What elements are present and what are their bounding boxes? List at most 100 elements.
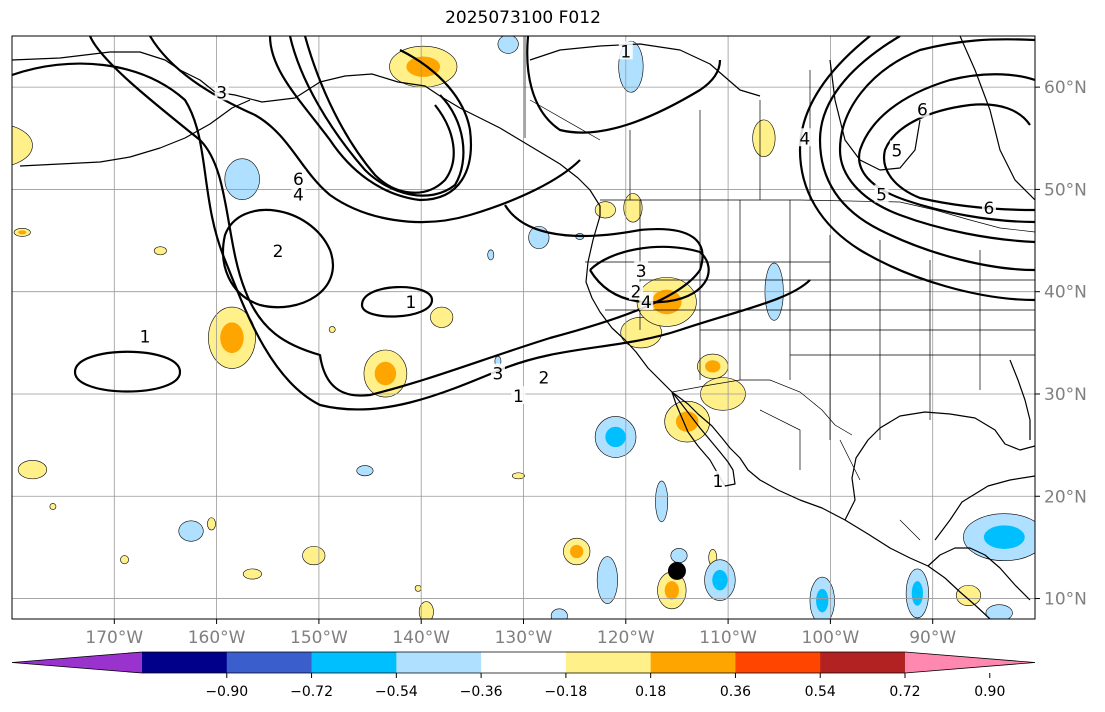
coastlines: [12, 36, 1035, 619]
positive-anomaly-core: [570, 544, 584, 559]
negative-anomaly-core: [911, 581, 923, 606]
lat-tick-label: 50°N: [1044, 180, 1087, 200]
contour-label-bg: [981, 197, 996, 216]
contour-label: 1: [406, 293, 417, 313]
contour-label-bg: [291, 169, 306, 188]
negative-anomaly-area: [178, 520, 204, 542]
positive-anomaly-area: [242, 568, 262, 580]
contour-label-bg: [137, 326, 152, 345]
mexico-states: [759, 409, 921, 541]
contour-label: 5: [891, 142, 902, 162]
colorbar-tick-label: −0.54: [375, 684, 418, 700]
contour-2-closed: [221, 208, 334, 309]
colorbar-tick-label: 0.72: [889, 684, 920, 700]
contour-label-bg: [915, 99, 930, 118]
negative-anomaly-area: [487, 249, 495, 261]
negative-anomaly-area: [655, 480, 669, 523]
positive-anomaly-area: [620, 316, 662, 349]
lon-tick-label: 160°W: [188, 628, 246, 648]
contour-label: 6: [293, 170, 304, 190]
negative-anomaly-core: [605, 426, 626, 448]
negative-anomaly-core: [983, 525, 1025, 549]
contour-lines: [12, 36, 1035, 411]
contour-label: 3: [216, 83, 227, 103]
colorbar-segment: [481, 652, 567, 673]
longitude-ticks: 170°W 160°W 150°W 140°W 130°W 120°W 110°W 100°W…: [85, 619, 956, 648]
colorbar-segment: [735, 652, 821, 673]
gridlines: [12, 36, 1035, 619]
negative-anomaly-core: [816, 588, 829, 613]
colorbar-tick-label: −0.72: [290, 684, 333, 700]
us-mexico-border: [671, 379, 853, 436]
labrador-coast: [959, 36, 1035, 201]
contour-label: 3: [493, 365, 504, 385]
contour-label: 2: [273, 242, 284, 262]
contour-1-small-mid: [360, 285, 434, 318]
florida-east-coast: [1009, 359, 1031, 440]
contour-1-main: [12, 62, 811, 411]
contour-5-east: [858, 73, 1035, 224]
lon-tick-label: 100°W: [802, 628, 860, 648]
colorbar-segment: [142, 652, 228, 673]
contour-label: 4: [799, 129, 810, 149]
lat-tick-label: 10°N: [1044, 590, 1087, 610]
negative-anomaly-area: [224, 158, 260, 200]
positive-anomaly-core: [220, 322, 244, 354]
contour-label-bg: [490, 363, 505, 382]
lon-tick-label: 130°W: [495, 628, 553, 648]
contour-label: 1: [620, 42, 631, 62]
contour-label-bg: [639, 291, 654, 310]
location-marker: [667, 561, 686, 580]
negative-anomaly-area: [497, 36, 519, 54]
positive-anomaly-core: [406, 56, 441, 77]
lat-tick-label: 40°N: [1044, 283, 1087, 303]
negative-anomaly-area: [550, 608, 568, 619]
plot-title: 2025073100 F012: [445, 8, 601, 28]
contour-label-bg: [710, 470, 725, 489]
colorbar-outline: [11, 651, 1036, 674]
contour-label: 1: [513, 387, 524, 407]
positive-anomaly-area: [414, 584, 422, 592]
positive-anomaly-core: [705, 360, 721, 373]
contour-6-east: [882, 103, 1035, 212]
contour-label: 1: [140, 328, 151, 348]
colorbar-extend-low: [12, 652, 142, 673]
positive-anomaly-area: [623, 193, 643, 223]
positive-anomaly-area: [328, 326, 336, 333]
positive-anomaly-area: [752, 119, 776, 157]
positive-anomaly-area: [511, 472, 525, 480]
contour-4: [268, 36, 472, 202]
yucatan: [934, 475, 1035, 541]
colorbar-tick-label: 0.18: [635, 684, 666, 700]
lon-tick-label: 140°W: [392, 628, 450, 648]
positive-anomaly-core: [18, 230, 27, 235]
contour-label: 2: [631, 283, 642, 303]
contour-label-bg: [214, 82, 229, 101]
contour-6: [303, 36, 455, 194]
latitude-ticks: 60°N 50°N 40°N 30°N 20°N 10°N: [1035, 78, 1087, 610]
contour-label-bg: [270, 240, 285, 259]
colorbar-tick-label: 0.36: [720, 684, 751, 700]
colorbar-segment: [311, 652, 397, 673]
central-america: [927, 547, 1031, 601]
contour-label-bg: [797, 128, 812, 147]
lon-tick-label: 110°W: [699, 628, 757, 648]
contour-label: 1: [712, 472, 723, 492]
contour-label: 2: [539, 369, 550, 389]
lon-tick-label: 120°W: [597, 628, 655, 648]
contour-label: 4: [641, 293, 652, 313]
colorbar-extend-high: [905, 652, 1035, 673]
contour-label-bg: [634, 261, 649, 280]
colorbar-tick-label: 0.90: [974, 684, 1005, 700]
colorbar-segment: [226, 652, 313, 673]
positive-anomaly-core: [0, 134, 12, 157]
positive-anomaly-area: [430, 306, 454, 328]
lon-tick-label: 170°W: [85, 628, 143, 648]
negative-anomaly-area: [356, 465, 374, 477]
colorbar-tick-label: −0.36: [460, 684, 503, 700]
lat-tick-label: 30°N: [1044, 385, 1087, 405]
us-west-coast: [585, 215, 991, 619]
